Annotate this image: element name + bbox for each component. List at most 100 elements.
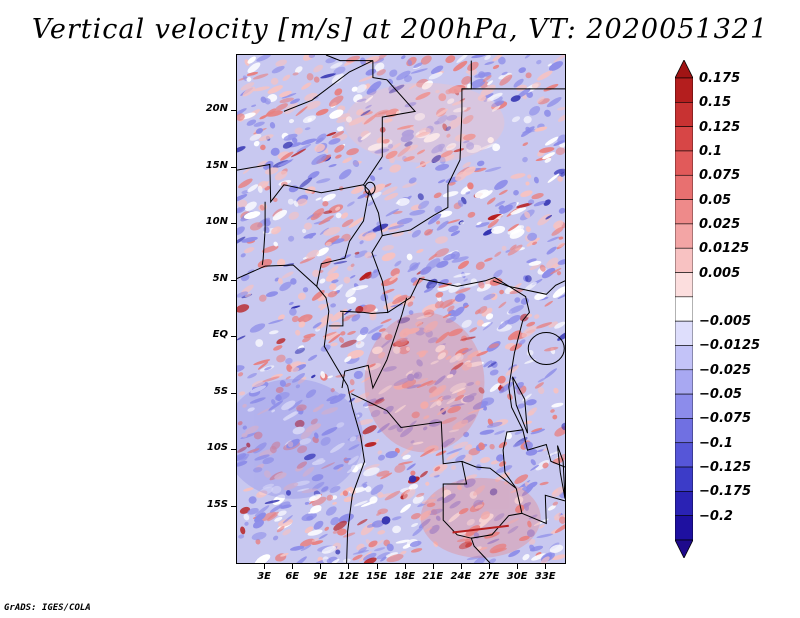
colorbar-segment [675, 174, 693, 200]
map-panel [236, 54, 566, 564]
colorbar-label: −0.0125 [699, 338, 761, 354]
colorbar-segment [675, 296, 693, 322]
lon-label: 3E [257, 571, 271, 582]
lon-tick [545, 564, 547, 569]
lake-tanganyika [512, 376, 529, 434]
lon-tick [264, 564, 266, 569]
colorbar-segment [675, 442, 693, 468]
lat-tick [231, 392, 236, 394]
equatorial-guinea-border [328, 312, 344, 327]
colorbar-segment [675, 393, 693, 419]
lon-label: 9E [313, 571, 328, 582]
lon-label: 24E [450, 571, 472, 582]
lat-tick [231, 505, 236, 507]
vertical-velocity-field [237, 55, 565, 563]
velocity-blobs [237, 55, 565, 563]
lat-tick [231, 223, 236, 225]
colorbar-bottom-arrow [675, 539, 693, 558]
lake-victoria [527, 332, 565, 366]
colorbar-segment [675, 126, 693, 152]
lon-label: 18E [394, 571, 416, 582]
colorbar [675, 60, 693, 558]
colorbar-segment [675, 150, 693, 176]
colorbar-label: 0.125 [699, 119, 741, 135]
colorbar-segment [675, 345, 693, 371]
lake-malawi [557, 445, 565, 499]
colorbar-segment [675, 102, 693, 127]
niger-nigeria-border [237, 163, 364, 204]
congo-border [341, 297, 408, 390]
grads-credit: GrADS: IGES/COLA [4, 603, 91, 613]
lat-label: 20N [205, 103, 228, 115]
plot-title: Vertical velocity [m/s] at 200hPa, VT: 2… [31, 14, 769, 45]
central-africa-border [362, 60, 530, 489]
lon-tick [517, 564, 519, 569]
colorbar-segment [675, 418, 693, 444]
lat-label: EQ [212, 329, 228, 341]
zambezi-feature [452, 524, 509, 534]
lon-label: 27E [478, 571, 500, 582]
lat-label: 10S [206, 442, 228, 454]
lon-tick [460, 564, 462, 569]
colorbar-label: 0.005 [699, 265, 741, 281]
lat-label: 5S [213, 385, 228, 397]
colorbar-label: 0.15 [699, 95, 732, 111]
south-sudan-border [492, 280, 565, 295]
lon-label: 33E [534, 571, 556, 582]
colorbar-label: −0.005 [699, 314, 752, 330]
colorbar-label: 0.075 [699, 168, 741, 184]
colorbar-segment [675, 199, 693, 225]
lon-tick [432, 564, 434, 569]
benin-nigeria-border [261, 201, 266, 266]
lat-label: 5N [212, 272, 228, 284]
lon-tick [376, 564, 378, 569]
lat-tick [231, 166, 236, 168]
lon-tick [320, 564, 322, 569]
colorbar-segment [675, 320, 693, 346]
lat-label: 10N [205, 216, 228, 228]
colorbar-label: 0.025 [699, 216, 741, 232]
colorbar-label: 0.05 [699, 192, 732, 208]
coastlines-and-borders [237, 55, 565, 563]
lon-tick [404, 564, 406, 569]
lat-tick [231, 336, 236, 338]
lon-label: 6E [285, 571, 300, 582]
colorbar-label: 0.175 [699, 71, 741, 86]
colorbar-label: −0.05 [699, 387, 742, 403]
lon-label: 21E [422, 571, 444, 582]
lake-chad [364, 181, 376, 195]
lon-label: 12E [338, 571, 359, 582]
west-coastline [237, 264, 366, 563]
lon-label: 30E [506, 571, 528, 582]
colorbar-label: 0.0125 [699, 241, 750, 257]
lat-label: 15S [206, 498, 228, 510]
lat-tick [231, 449, 236, 451]
nigeria-cameroon-border [316, 190, 370, 287]
colorbar-segment [675, 369, 693, 395]
lat-tick [231, 279, 236, 281]
lon-label: 15E [366, 571, 387, 582]
regional-tints [237, 82, 541, 558]
colorbar-label: −0.175 [699, 484, 752, 500]
colorbar-segment [675, 272, 693, 298]
lon-tick [489, 564, 491, 569]
lon-tick [292, 564, 294, 569]
colorbar-label: −0.2 [699, 508, 733, 524]
tanzania-zambia-border [522, 429, 565, 468]
lat-tick [231, 110, 236, 112]
colorbar-label: −0.025 [699, 362, 752, 378]
colorbar-label: 0.1 [699, 143, 723, 159]
mozambique-border [521, 494, 565, 525]
colorbar-label: −0.075 [699, 411, 752, 427]
lakes [364, 181, 565, 534]
colorbar-segment [675, 223, 693, 249]
colorbar-segment [675, 515, 693, 541]
colorbar-segment [675, 466, 693, 492]
lat-label: 15N [205, 159, 228, 171]
lon-tick [348, 564, 350, 569]
colorbar-segment [675, 247, 693, 273]
gabon-cameroon-border [340, 310, 388, 315]
colorbar-label: −0.125 [699, 460, 752, 476]
colorbar-label: −0.1 [699, 435, 733, 451]
colorbar-segment [675, 77, 693, 103]
